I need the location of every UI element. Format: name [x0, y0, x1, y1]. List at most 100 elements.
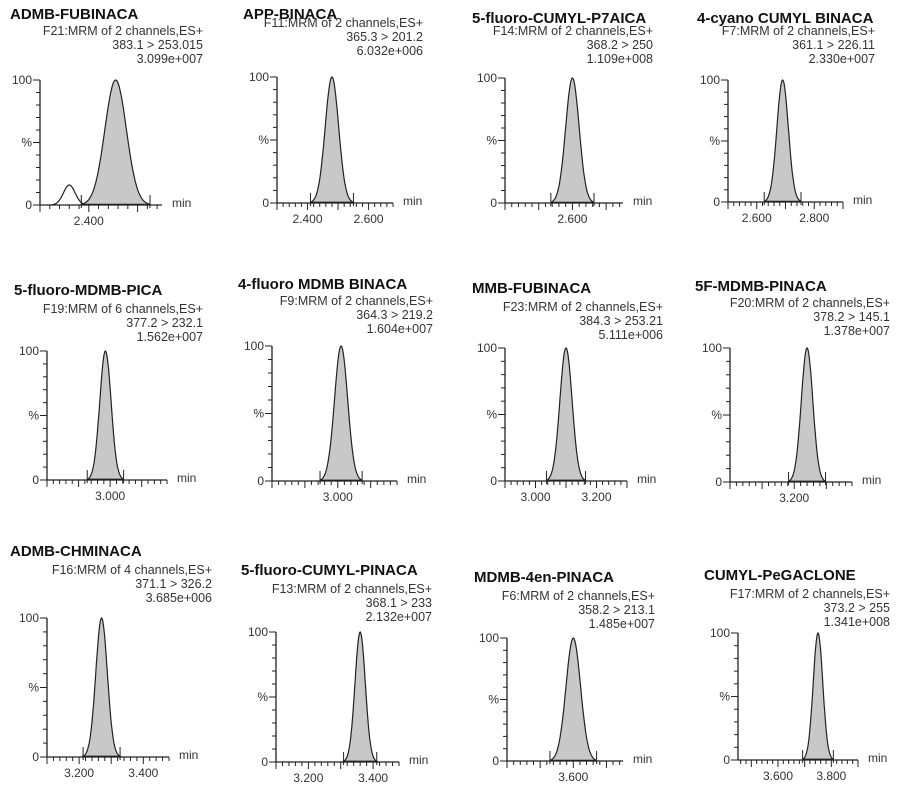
compound-title: 5F-MDMB-PINACA	[695, 278, 827, 295]
chromatogram-panel: MMB-FUBINACA F23:MRM of 2 channels,ES+ 384…	[460, 270, 685, 520]
channel-intensity: 2.132e+007	[365, 610, 432, 624]
channel-intensity: 2.330e+007	[808, 52, 875, 66]
x-axis-unit: min	[633, 194, 652, 208]
channel-info: F19:MRM of 6 channels,ES+ 377.2 > 232.1 1.…	[43, 302, 203, 344]
channel-transition: 383.1 > 253.015	[112, 38, 203, 52]
y-tick-label: %	[21, 136, 32, 150]
peak-area	[319, 345, 363, 481]
channel-channel: F13:MRM of 2 channels,ES+	[271, 582, 432, 596]
chromatogram-plot: 100% 0 3.600 3.800 min	[710, 626, 887, 783]
x-tick-label: 2.600	[354, 212, 384, 226]
y-tick-label: %	[253, 407, 264, 421]
y-tick-label: 100	[12, 73, 32, 87]
channel-transition: 368.2 > 250	[586, 38, 653, 52]
channel-info: F13:MRM of 2 channels,ES+ 368.1 > 233 2.13…	[272, 582, 432, 624]
channel-info: F23:MRM of 2 channels,ES+ 384.3 > 253.21 5…	[503, 300, 663, 342]
y-tick-label: 100	[249, 70, 269, 84]
channel-info: F6:MRM of 2 channels,ES+ 358.2 > 213.1 1.4…	[502, 589, 655, 631]
channel-transition: 364.3 > 219.2	[356, 308, 433, 322]
x-axis-unit: min	[637, 472, 656, 486]
channel-channel: F6:MRM of 2 channels,ES+	[501, 589, 655, 603]
y-tick-label: 100	[700, 73, 720, 87]
x-tick-label: 3.400	[358, 771, 388, 785]
channel-intensity: 5.111e+006	[598, 328, 663, 342]
channel-transition: 361.1 > 226.11	[792, 38, 875, 52]
channel-intensity: 6.032e+006	[356, 44, 423, 58]
channel-channel: F23:MRM of 2 channels,ES+	[502, 300, 663, 314]
chromatogram-plot: 100% 0 3.000 min	[244, 339, 426, 504]
channel-info: F21:MRM of 2 channels,ES+ 383.1 > 253.015…	[43, 24, 203, 66]
y-tick-label: 0	[32, 473, 39, 487]
x-axis-unit: min	[862, 473, 881, 487]
chromatogram-panel: 4-cyano CUMYL BINACA F7:MRM of 2 channels…	[680, 0, 898, 250]
channel-intensity: 1.485e+007	[588, 617, 655, 631]
chromatogram-plot: 100% 0 3.200 3.400 min	[19, 611, 198, 780]
x-axis-unit: min	[179, 748, 198, 762]
y-tick-label: %	[28, 681, 39, 695]
chromatogram-panel: 5-fluoro-MDMB-PICA F19:MRM of 6 channels,…	[0, 270, 225, 520]
peak-area	[763, 79, 802, 202]
x-tick-label: 3.600	[763, 769, 793, 783]
compound-title: CUMYL-PeGACLONE	[704, 567, 856, 584]
chromatogram-plot: 100% 0 2.400 min	[12, 73, 191, 228]
compound-title: MMB-FUBINACA	[472, 280, 592, 297]
x-tick-label: 3.000	[95, 489, 125, 503]
compound-title: ADMB-CHMINACA	[10, 543, 142, 560]
channel-intensity: 1.378e+007	[823, 324, 890, 338]
y-tick-label: 0	[715, 475, 722, 489]
y-tick-label: 0	[723, 753, 730, 767]
compound-title: MDMB-4en-PINACA	[474, 569, 614, 586]
y-tick-label: 100	[479, 631, 499, 645]
channel-intensity: 1.604e+007	[366, 322, 433, 336]
channel-transition: 358.2 > 213.1	[578, 603, 655, 617]
channel-transition: 384.3 > 253.21	[579, 314, 663, 328]
y-tick-label: 100	[710, 626, 730, 640]
channel-info: F20:MRM of 2 channels,ES+ 378.2 > 145.1 1.…	[730, 296, 890, 338]
x-axis-unit: min	[403, 194, 422, 208]
x-tick-label: 3.000	[323, 490, 353, 504]
x-tick-label: 3.800	[816, 769, 846, 783]
channel-info: F9:MRM of 2 channels,ES+ 364.3 > 219.2 1.6…	[280, 294, 433, 336]
channel-info: F11:MRM of 2 channels,ES+ 365.3 > 201.2 6.…	[264, 16, 423, 58]
x-axis-unit: min	[407, 472, 426, 486]
compound-title: 5-fluoro-CUMYL-P7AICA	[472, 10, 647, 27]
x-axis-unit: min	[172, 196, 191, 210]
channel-intensity: 3.685e+006	[145, 591, 212, 605]
chromatogram-plot: 100% 0 3.200 min	[702, 341, 881, 505]
channel-intensity: 1.562e+007	[136, 330, 203, 344]
y-tick-label: %	[257, 690, 268, 704]
y-tick-label: 0	[490, 474, 497, 488]
y-tick-label: 0	[261, 755, 268, 769]
chromatogram-panel: 4-fluoro MDMB BINACA F9:MRM of 2 channels…	[230, 270, 455, 520]
x-tick-label: 2.400	[74, 214, 104, 228]
y-tick-label: 100	[248, 625, 268, 639]
chromatogram-plot: 100% 0 3.000 3.200 min	[477, 341, 656, 504]
peak-area	[310, 76, 354, 203]
chromatogram-panel: 5-fluoro-CUMYL-P7AICA F14:MRM of 2 channe…	[460, 0, 685, 250]
channel-transition: 371.1 > 326.2	[135, 577, 212, 591]
y-tick-label: %	[719, 690, 730, 704]
x-tick-label: 3.200	[779, 491, 809, 505]
y-tick-label: %	[486, 134, 497, 148]
y-tick-label: 100	[19, 344, 39, 358]
y-tick-label: %	[28, 409, 39, 423]
x-axis-unit: min	[409, 753, 428, 767]
x-tick-label: 3.200	[581, 490, 611, 504]
chromatogram-panel: MDMB-4en-PINACA F6:MRM of 2 channels,ES+ 3…	[460, 555, 685, 805]
y-tick-label: %	[488, 693, 499, 707]
y-tick-label: %	[486, 408, 497, 422]
channel-transition: 378.2 > 145.1	[813, 310, 890, 324]
channel-channel: F16:MRM of 4 channels,ES+	[51, 563, 212, 577]
y-tick-label: 100	[702, 341, 722, 355]
chromatogram-panel: APP-BINACA F11:MRM of 2 channels,ES+ 365.3…	[230, 0, 455, 250]
chromatogram-plot: 100% 0 3.000 min	[19, 344, 196, 503]
compound-title: 4-cyano CUMYL BINACA	[697, 10, 874, 27]
channel-channel: F7:MRM of 2 channels,ES+	[721, 24, 875, 38]
chromatogram-panel: 5F-MDMB-PINACA F20:MRM of 2 channels,ES+ 3…	[680, 270, 898, 520]
y-tick-label: 100	[19, 611, 39, 625]
y-tick-label: 0	[492, 754, 499, 768]
channel-transition: 365.3 > 201.2	[346, 30, 423, 44]
channel-transition: 368.1 > 233	[365, 596, 432, 610]
y-tick-label: 0	[262, 196, 269, 210]
channel-channel: F11:MRM of 2 channels,ES+	[263, 16, 423, 30]
